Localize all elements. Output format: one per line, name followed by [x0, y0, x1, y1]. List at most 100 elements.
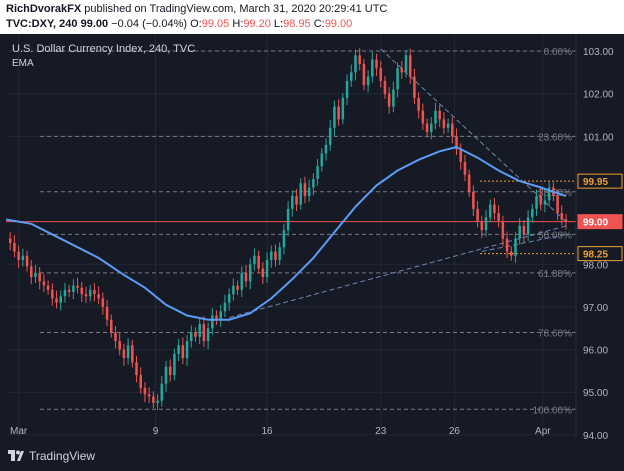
candle-body	[38, 272, 41, 282]
candle-body	[248, 264, 252, 282]
x-tick-label: 26	[449, 426, 461, 437]
symbol-label: TVC:DXY, 240	[6, 18, 78, 30]
candle-body	[396, 68, 399, 90]
price-axis[interactable]	[576, 34, 624, 440]
ohlc-line: TVC:DXY, 240 99.00 −0.04 (−0.04%) O:99.0…	[6, 18, 352, 30]
candle-body	[152, 396, 155, 403]
candle-body	[320, 153, 324, 167]
candle-body	[135, 362, 138, 376]
candle-body	[446, 123, 450, 128]
candle-body	[472, 191, 475, 209]
candle-body	[531, 208, 534, 218]
candle-body	[430, 123, 433, 133]
publish-header: RichDvorakFX published on TradingView.co…	[0, 0, 624, 34]
candle-body	[535, 196, 538, 209]
price-tag	[577, 173, 623, 189]
candle-body	[211, 315, 214, 329]
candle-body	[114, 332, 117, 342]
candle-body	[93, 289, 96, 295]
candle-body	[97, 294, 100, 299]
candle-body	[286, 208, 290, 231]
candle-body	[476, 208, 479, 222]
candle-body	[76, 285, 79, 288]
candle-body	[421, 110, 425, 124]
tradingview-brand: TradingView	[29, 449, 96, 463]
candle-body	[295, 196, 298, 205]
candle-body	[358, 55, 361, 64]
candle-body	[371, 59, 374, 77]
candle-body	[455, 136, 458, 150]
candle-body	[278, 247, 281, 261]
candle-body	[227, 294, 231, 303]
candle-body	[488, 204, 492, 218]
candle-body	[173, 353, 176, 376]
candle-body	[147, 394, 151, 397]
candle-body	[265, 260, 269, 278]
tradingview-logo[interactable]: TradingView	[8, 449, 95, 463]
price-change: −0.04 (−0.04%)	[111, 18, 188, 30]
price-tag	[577, 246, 623, 262]
candle-body	[501, 221, 505, 239]
candle-body	[13, 242, 16, 252]
candle-body	[307, 187, 311, 197]
candle-body	[459, 149, 462, 162]
candle-body	[168, 366, 172, 376]
y-tick-label: 94.00	[583, 431, 608, 440]
candle-body	[463, 161, 467, 175]
y-tick-label: 101.00	[583, 132, 614, 143]
candle-body	[299, 183, 302, 205]
low-value: 98.95	[283, 18, 311, 30]
trendline	[481, 233, 567, 252]
candle-body	[240, 272, 244, 290]
indicator-label: EMA	[12, 58, 34, 69]
candle-body	[400, 68, 404, 73]
candle-body	[312, 178, 315, 188]
fib-level-label: 61.80%	[538, 269, 572, 280]
candle-body	[232, 285, 235, 295]
candle-body	[51, 289, 54, 299]
candle-body	[543, 200, 547, 205]
high-label: H:	[232, 18, 244, 30]
close-label: C:	[313, 18, 325, 30]
fib-level-label: 50.00%	[538, 230, 572, 241]
publish-line: RichDvorakFX published on TradingView.co…	[6, 3, 387, 15]
candle-body	[510, 251, 513, 256]
candle-body	[303, 183, 307, 197]
candle-body	[467, 174, 471, 192]
candle-body	[375, 59, 378, 69]
candle-body	[30, 266, 33, 278]
candle-body	[404, 55, 408, 73]
y-tick-label: 97.00	[583, 303, 608, 314]
close-value: 99.00	[324, 18, 353, 30]
candle-body	[131, 345, 134, 363]
open-label: O:	[190, 18, 202, 30]
tradingview-logo-icon	[8, 450, 24, 461]
open-value: 99.05	[201, 18, 230, 30]
candle-body	[556, 196, 559, 214]
candle-body	[194, 332, 197, 337]
candle-body	[67, 289, 71, 293]
candle-body	[25, 255, 29, 267]
candle-body	[223, 302, 227, 312]
candle-body	[72, 285, 75, 293]
candle-body	[408, 55, 412, 77]
price-tag-label: 99.00	[583, 218, 608, 229]
candle-body	[55, 298, 58, 303]
fib-level-label: 78.60%	[538, 329, 572, 340]
candle-body	[417, 97, 420, 111]
candle-body	[88, 289, 92, 297]
candle-body	[362, 63, 366, 86]
candle-body	[164, 366, 168, 384]
candle-body	[560, 213, 564, 220]
y-tick-label: 96.00	[583, 346, 608, 357]
candle-body	[270, 251, 273, 261]
candle-body	[84, 294, 88, 297]
y-tick-label: 95.00	[583, 388, 608, 399]
price-chart[interactable]: 0.00%23.60%38.20%50.00%61.80%78.60%100.0…	[0, 34, 624, 440]
candle-body	[526, 217, 530, 235]
candle-body	[105, 306, 109, 320]
candle-body	[316, 166, 319, 179]
candle-body	[118, 341, 121, 350]
fib-level-label: 100.00%	[533, 405, 573, 416]
author-name[interactable]: RichDvorakFX	[6, 3, 82, 15]
